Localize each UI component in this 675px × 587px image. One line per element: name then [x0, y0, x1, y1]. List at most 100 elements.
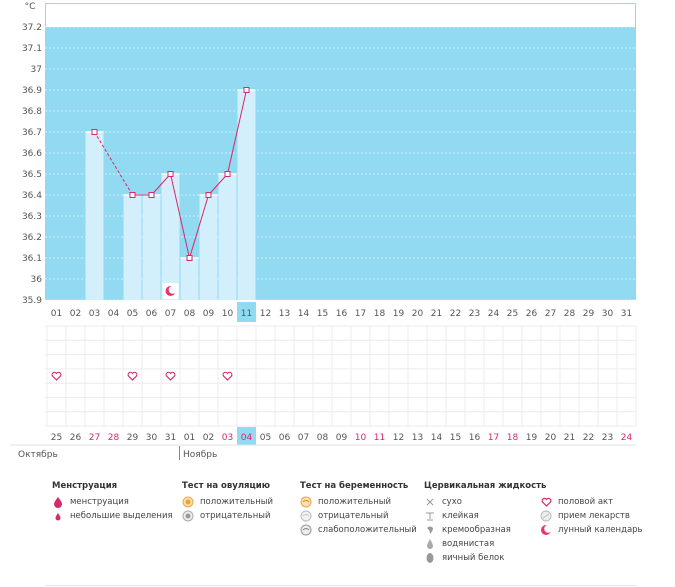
- cycle-day-label: 10: [222, 309, 234, 319]
- temperature-point: [167, 171, 174, 177]
- date-label: 24: [621, 433, 633, 443]
- temperature-lines: [94, 89, 247, 259]
- month-label: Ноябрь: [183, 450, 217, 460]
- cycle-day-label: 09: [203, 309, 215, 319]
- heart-icon: [540, 496, 552, 508]
- legend-label: прием лекарств: [558, 511, 630, 521]
- cycle-day-label: 19: [393, 309, 405, 319]
- legend-title: Тест на беременность: [300, 481, 409, 491]
- heart-icon: [222, 371, 233, 381]
- cycle-day-label: 27: [545, 309, 556, 319]
- cycle-day-label: 23: [469, 309, 480, 319]
- cycle-day-label: 24: [488, 309, 500, 319]
- legend-label: слабоположительный: [318, 525, 417, 535]
- month-label: Октябрь: [18, 450, 58, 460]
- plot-top-band: [45, 3, 636, 28]
- temperature-point: [205, 192, 212, 198]
- date-label: 02: [203, 433, 214, 443]
- footer-divider: [45, 585, 637, 586]
- legend-cervical-fluid: Цервикальная жидкость сухо клейкая кремо…: [424, 481, 546, 565]
- current-date-highlight: [237, 427, 256, 445]
- y-tick-label: 36.3: [22, 212, 42, 222]
- temperature-line-segment: [170, 173, 190, 259]
- legend-item: положительный: [300, 495, 417, 509]
- positive-pregnancy-icon: [300, 496, 312, 508]
- cycle-day-label: 05: [127, 309, 138, 319]
- legend-label: половой акт: [558, 497, 614, 507]
- temperature-line-segment: [94, 131, 133, 196]
- heart-icon: [165, 371, 176, 381]
- date-label: 07: [298, 433, 309, 443]
- heart-icon: [51, 371, 62, 381]
- legend-item: менструация: [52, 495, 173, 509]
- legend-item: половой акт: [540, 495, 643, 509]
- y-axis-unit-label: °C: [25, 2, 36, 12]
- cycle-day-label: 30: [602, 309, 614, 319]
- y-tick-label: 36: [31, 275, 43, 285]
- date-label: 17: [488, 433, 499, 443]
- y-tick-label: 36.6: [22, 149, 42, 159]
- temperature-bar: [142, 195, 161, 300]
- y-tick-labels: 37.2 37.1 37 36.9 36.8 36.7 36.6 36.5 36.4 36.3 36…: [22, 23, 42, 306]
- cycle-day-label: 13: [279, 309, 290, 319]
- date-label: 23: [602, 433, 613, 443]
- temperature-point: [243, 87, 250, 93]
- y-tick-label: 37.1: [22, 44, 42, 54]
- legend-pregnancy-test: Тест на беременность положительный отриц…: [300, 481, 417, 537]
- cycle-day-label: 29: [583, 309, 595, 319]
- watery-icon: [424, 538, 436, 550]
- date-label: 05: [260, 433, 271, 443]
- legend-item: отрицательный: [182, 509, 273, 523]
- legend-item: клейкая: [424, 509, 546, 523]
- date-label: 20: [545, 433, 557, 443]
- temperature-line-segment: [227, 89, 247, 175]
- date-label: 04: [241, 433, 253, 443]
- y-tick-label: 36.1: [22, 254, 42, 264]
- legend-item: отрицательный: [300, 509, 417, 523]
- date-label: 15: [450, 433, 461, 443]
- temperature-line-segment: [151, 173, 171, 196]
- drop-icon: [52, 496, 64, 508]
- temperature-bar: [180, 258, 199, 300]
- legend-label: отрицательный: [200, 511, 271, 521]
- temperature-bar: [237, 90, 256, 300]
- legend-item: сухо: [424, 495, 546, 509]
- date-label: 14: [431, 433, 443, 443]
- y-tick-label: 36.2: [22, 233, 42, 243]
- cycle-day-label: 18: [374, 309, 386, 319]
- legend-title: Тест на овуляцию: [182, 481, 271, 491]
- calendar-date-labels: 25 26 27 28 29 30 31 01 02 03 04 05 06 07 08 09 10 11 12 13…: [51, 427, 633, 445]
- cycle-day-label: 25: [507, 309, 518, 319]
- y-tick-label: 36.8: [22, 107, 42, 117]
- y-tick-label: 36.4: [22, 191, 42, 201]
- legend-label: отрицательный: [318, 511, 389, 521]
- legend-item: яичный белок: [424, 551, 546, 565]
- cycle-day-label: 20: [412, 309, 424, 319]
- y-tick-label: 35.9: [22, 296, 42, 306]
- date-label: 08: [317, 433, 329, 443]
- legend-label: водянистая: [442, 539, 495, 549]
- legend-title: Менструация: [52, 481, 118, 491]
- temperature-points: [91, 87, 250, 261]
- symbol-grid: [45, 325, 637, 427]
- cycle-day-label: 15: [317, 309, 328, 319]
- temperature-bar: [85, 132, 104, 300]
- date-label: 25: [51, 433, 62, 443]
- legend-other: половой акт прием лекарств лунный календ…: [540, 495, 643, 537]
- legend-item: положительный: [182, 495, 273, 509]
- cycle-day-label: 01: [51, 309, 62, 319]
- y-tick-label: 36.9: [22, 86, 42, 96]
- date-label: 29: [127, 433, 139, 443]
- date-label: 16: [469, 433, 481, 443]
- cycle-day-label: 16: [336, 309, 348, 319]
- cycle-day-label: 26: [526, 309, 538, 319]
- cycle-day-label: 02: [70, 309, 81, 319]
- small-drop-icon: [52, 510, 64, 522]
- date-label: 03: [222, 433, 233, 443]
- month-labels: Октябрь Ноябрь: [10, 444, 636, 460]
- legend-menstruation: Менструация менструация небольшие выделе…: [52, 481, 173, 523]
- date-label: 01: [184, 433, 195, 443]
- date-label: 06: [279, 433, 291, 443]
- legend-label: яичный белок: [442, 553, 505, 563]
- temperature-line-segment: [189, 194, 209, 259]
